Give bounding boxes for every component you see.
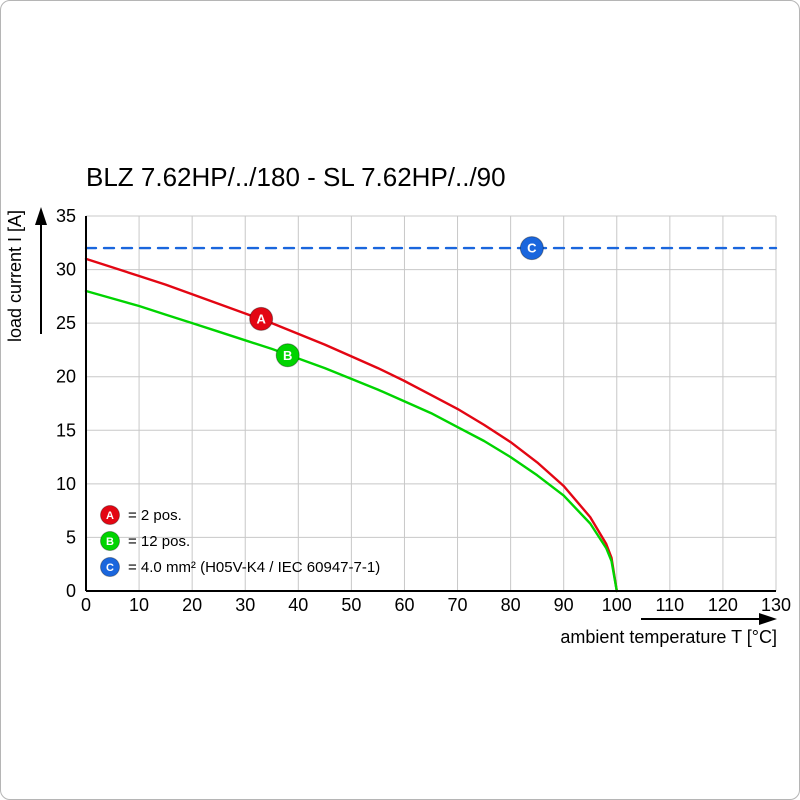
x-tick-label: 130 xyxy=(761,595,791,615)
x-tick-label: 90 xyxy=(554,595,574,615)
curve-marker-B xyxy=(275,343,300,368)
legend-letter-C: C xyxy=(106,562,114,574)
x-axis-arrow-head xyxy=(759,613,777,625)
curve-marker-A xyxy=(249,306,274,331)
x-tick-label: 100 xyxy=(602,595,632,615)
tick-labels: 0 10 20 30 40 50 60 70 80 90 100 110 120 130 0 5 10 15 20 2… xyxy=(56,206,791,615)
y-tick-label: 35 xyxy=(56,206,76,226)
x-tick-label: 50 xyxy=(341,595,361,615)
legend-marker-C xyxy=(100,557,120,577)
y-axis-annotation: load current I [A] xyxy=(5,207,47,342)
curve-marker-letter-C: C xyxy=(527,241,537,256)
curve-marker-letter-B: B xyxy=(283,348,292,363)
curve-A xyxy=(84,257,618,593)
x-tick-label: 80 xyxy=(501,595,521,615)
x-tick-label: 110 xyxy=(655,595,684,615)
y-tick-label: 5 xyxy=(66,527,76,547)
curve-marker-C xyxy=(519,236,544,261)
legend-label-A: = 2 pos. xyxy=(128,507,182,524)
x-tick-label: 60 xyxy=(394,595,414,615)
legend-label-C: = 4.0 mm² (H05V-K4 / IEC 60947-7-1) xyxy=(128,559,380,576)
y-axis-arrow-head xyxy=(35,207,47,225)
curve-B xyxy=(84,289,618,593)
y-tick-label: 15 xyxy=(56,420,76,440)
legend-item-A: A = 2 pos. xyxy=(100,505,182,525)
x-tick-label: 10 xyxy=(129,595,149,615)
y-tick-label: 25 xyxy=(56,313,76,333)
y-tick-label: 20 xyxy=(56,367,76,387)
legend-letter-A: A xyxy=(106,510,114,522)
x-axis-label: ambient temperature T [°C] xyxy=(560,627,777,647)
x-tick-label: 40 xyxy=(288,595,308,615)
x-tick-label: 20 xyxy=(182,595,202,615)
legend-item-B: B = 12 pos. xyxy=(100,531,190,551)
y-tick-label: 30 xyxy=(56,260,76,280)
x-tick-label: 120 xyxy=(708,595,738,615)
legend-letter-B: B xyxy=(106,536,114,548)
y-axis-label: load current I [A] xyxy=(5,210,25,342)
axes xyxy=(85,216,776,592)
curve-marker-letter-A: A xyxy=(256,311,266,326)
legend: A = 2 pos. B = 12 pos. C = 4.0 mm² (H05V… xyxy=(100,505,380,577)
legend-marker-A xyxy=(100,505,120,525)
curves: A B C xyxy=(84,236,778,593)
x-axis-annotation: ambient temperature T [°C] xyxy=(560,613,777,647)
chart-title: BLZ 7.62HP/../180 - SL 7.62HP/../90 xyxy=(86,162,506,192)
y-tick-label: 10 xyxy=(56,474,76,494)
x-tick-label: 30 xyxy=(235,595,255,615)
x-tick-label: 70 xyxy=(448,595,468,615)
grid-lines xyxy=(86,215,777,591)
legend-label-B: = 12 pos. xyxy=(128,533,190,550)
legend-marker-B xyxy=(100,531,120,551)
y-tick-label: 0 xyxy=(66,581,76,601)
legend-item-C: C = 4.0 mm² (H05V-K4 / IEC 60947-7-1) xyxy=(100,557,380,577)
x-tick-label: 0 xyxy=(81,595,91,615)
